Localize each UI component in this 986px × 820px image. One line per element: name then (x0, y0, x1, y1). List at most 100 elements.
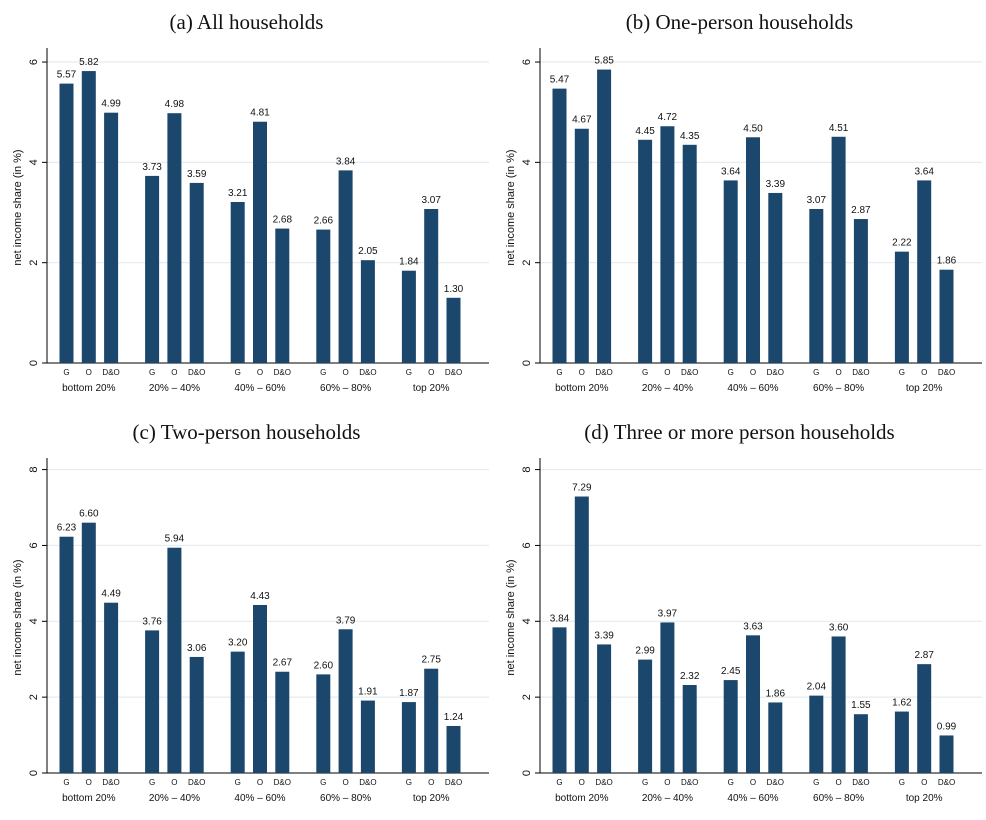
series-tick-label: D&O (681, 778, 698, 787)
bar (338, 629, 353, 773)
chart-a-svg: (a) All households 0 2 4 6 net income share (… (12, 10, 489, 394)
bar (723, 180, 738, 363)
y-tick-label: 4 (521, 159, 533, 165)
series-tick-label: O (921, 778, 927, 787)
bar (939, 735, 954, 773)
bar (917, 664, 932, 773)
bar-value-label: 5.94 (165, 534, 185, 545)
series-tick-label: G (728, 778, 734, 787)
series-tick-label: O (664, 368, 670, 377)
bar (831, 636, 846, 773)
group-label: 60% – 80% (813, 793, 864, 804)
series-tick-label: G (406, 368, 412, 377)
series-tick-label: D&O (359, 778, 376, 787)
series-tick-label: O (921, 368, 927, 377)
bar-value-label: 4.72 (658, 112, 678, 123)
bar-value-label: 1.86 (766, 688, 786, 699)
series-tick-label: G (235, 778, 241, 787)
bar (660, 126, 675, 363)
chart-panel-b: (b) One-person households 0 2 4 6 net income … (493, 0, 986, 410)
series-tick-label: O (835, 368, 841, 377)
bar-value-label: 5.82 (79, 57, 99, 68)
group-label: bottom 20% (555, 793, 608, 804)
y-tick-label: 2 (521, 694, 533, 700)
series-tick-label: O (579, 368, 585, 377)
y-axis-label: net income share (in %) (505, 149, 517, 265)
bar-value-label: 3.59 (187, 169, 207, 180)
bar (316, 674, 331, 773)
chart-title: (b) One-person households (626, 10, 853, 34)
series-tick-label: O (579, 778, 585, 787)
bar-value-label: 3.63 (743, 621, 763, 632)
bar-value-label: 4.35 (680, 131, 700, 142)
series-tick-label: G (899, 778, 905, 787)
bar-value-label: 2.99 (635, 646, 655, 657)
bar (723, 680, 738, 773)
bar (638, 659, 653, 773)
bar (746, 137, 760, 363)
bar (360, 700, 375, 773)
bar-value-label: 0.99 (937, 721, 957, 732)
y-axis-label: net income share (in %) (12, 149, 24, 265)
bar (59, 83, 74, 363)
bar (894, 251, 909, 363)
bar (552, 88, 567, 364)
group-label: 40% – 60% (234, 383, 285, 394)
bar (424, 668, 439, 773)
series-tick-label: O (835, 778, 841, 787)
series-tick-label: G (235, 368, 241, 377)
bar-value-label: 3.64 (721, 166, 741, 177)
bar (316, 229, 331, 363)
series-tick-label: D&O (767, 778, 784, 787)
group-label: bottom 20% (62, 383, 115, 394)
group-label: 20% – 40% (149, 793, 200, 804)
bar (768, 192, 783, 363)
bar (104, 602, 119, 773)
bar-value-label: 2.60 (314, 660, 334, 671)
bar (853, 714, 868, 773)
chart-c-svg: (c) Two-person households 0 2 4 6 8 net income… (12, 420, 489, 804)
bar-value-label: 3.60 (829, 622, 849, 633)
group-label: top 20% (413, 383, 450, 394)
bar-value-label: 4.50 (743, 123, 763, 134)
bar (253, 121, 267, 364)
bar (401, 702, 416, 773)
bar-value-label: 3.84 (550, 613, 570, 624)
bar-value-label: 4.43 (250, 591, 270, 602)
chart-title: (a) All households (170, 10, 324, 34)
bar-value-label: 3.06 (187, 643, 207, 654)
bar (189, 656, 204, 773)
group-label: top 20% (413, 793, 450, 804)
series-tick-label: D&O (852, 778, 869, 787)
series-tick-label: D&O (681, 368, 698, 377)
bar (167, 113, 182, 363)
series-tick-label: O (750, 778, 756, 787)
bar-value-label: 3.97 (658, 608, 678, 619)
series-tick-label: D&O (359, 368, 376, 377)
group-label: 60% – 80% (320, 383, 371, 394)
bar-value-label: 4.81 (250, 108, 270, 119)
bar-value-label: 5.47 (550, 75, 570, 86)
group-label: 20% – 40% (642, 383, 693, 394)
bar-value-label: 4.51 (829, 123, 849, 134)
bar (809, 209, 824, 363)
series-tick-label: G (556, 368, 562, 377)
series-tick-label: D&O (938, 368, 955, 377)
bar-value-label: 3.79 (336, 615, 356, 626)
y-tick-label: 2 (28, 694, 40, 700)
series-tick-label: O (257, 368, 263, 377)
bar (230, 651, 245, 773)
y-tick-label: 4 (28, 159, 40, 165)
bar (853, 219, 868, 363)
series-tick-label: G (320, 778, 326, 787)
group-label: top 20% (906, 383, 943, 394)
bar-value-label: 7.29 (572, 483, 592, 494)
bar-value-label: 2.66 (314, 216, 334, 227)
y-tick-label: 0 (521, 770, 533, 776)
bar-value-label: 2.05 (358, 246, 378, 257)
bar (446, 297, 461, 363)
series-tick-label: G (728, 368, 734, 377)
group-label: 20% – 40% (149, 383, 200, 394)
bar-value-label: 1.30 (444, 284, 464, 295)
bar (360, 260, 375, 363)
